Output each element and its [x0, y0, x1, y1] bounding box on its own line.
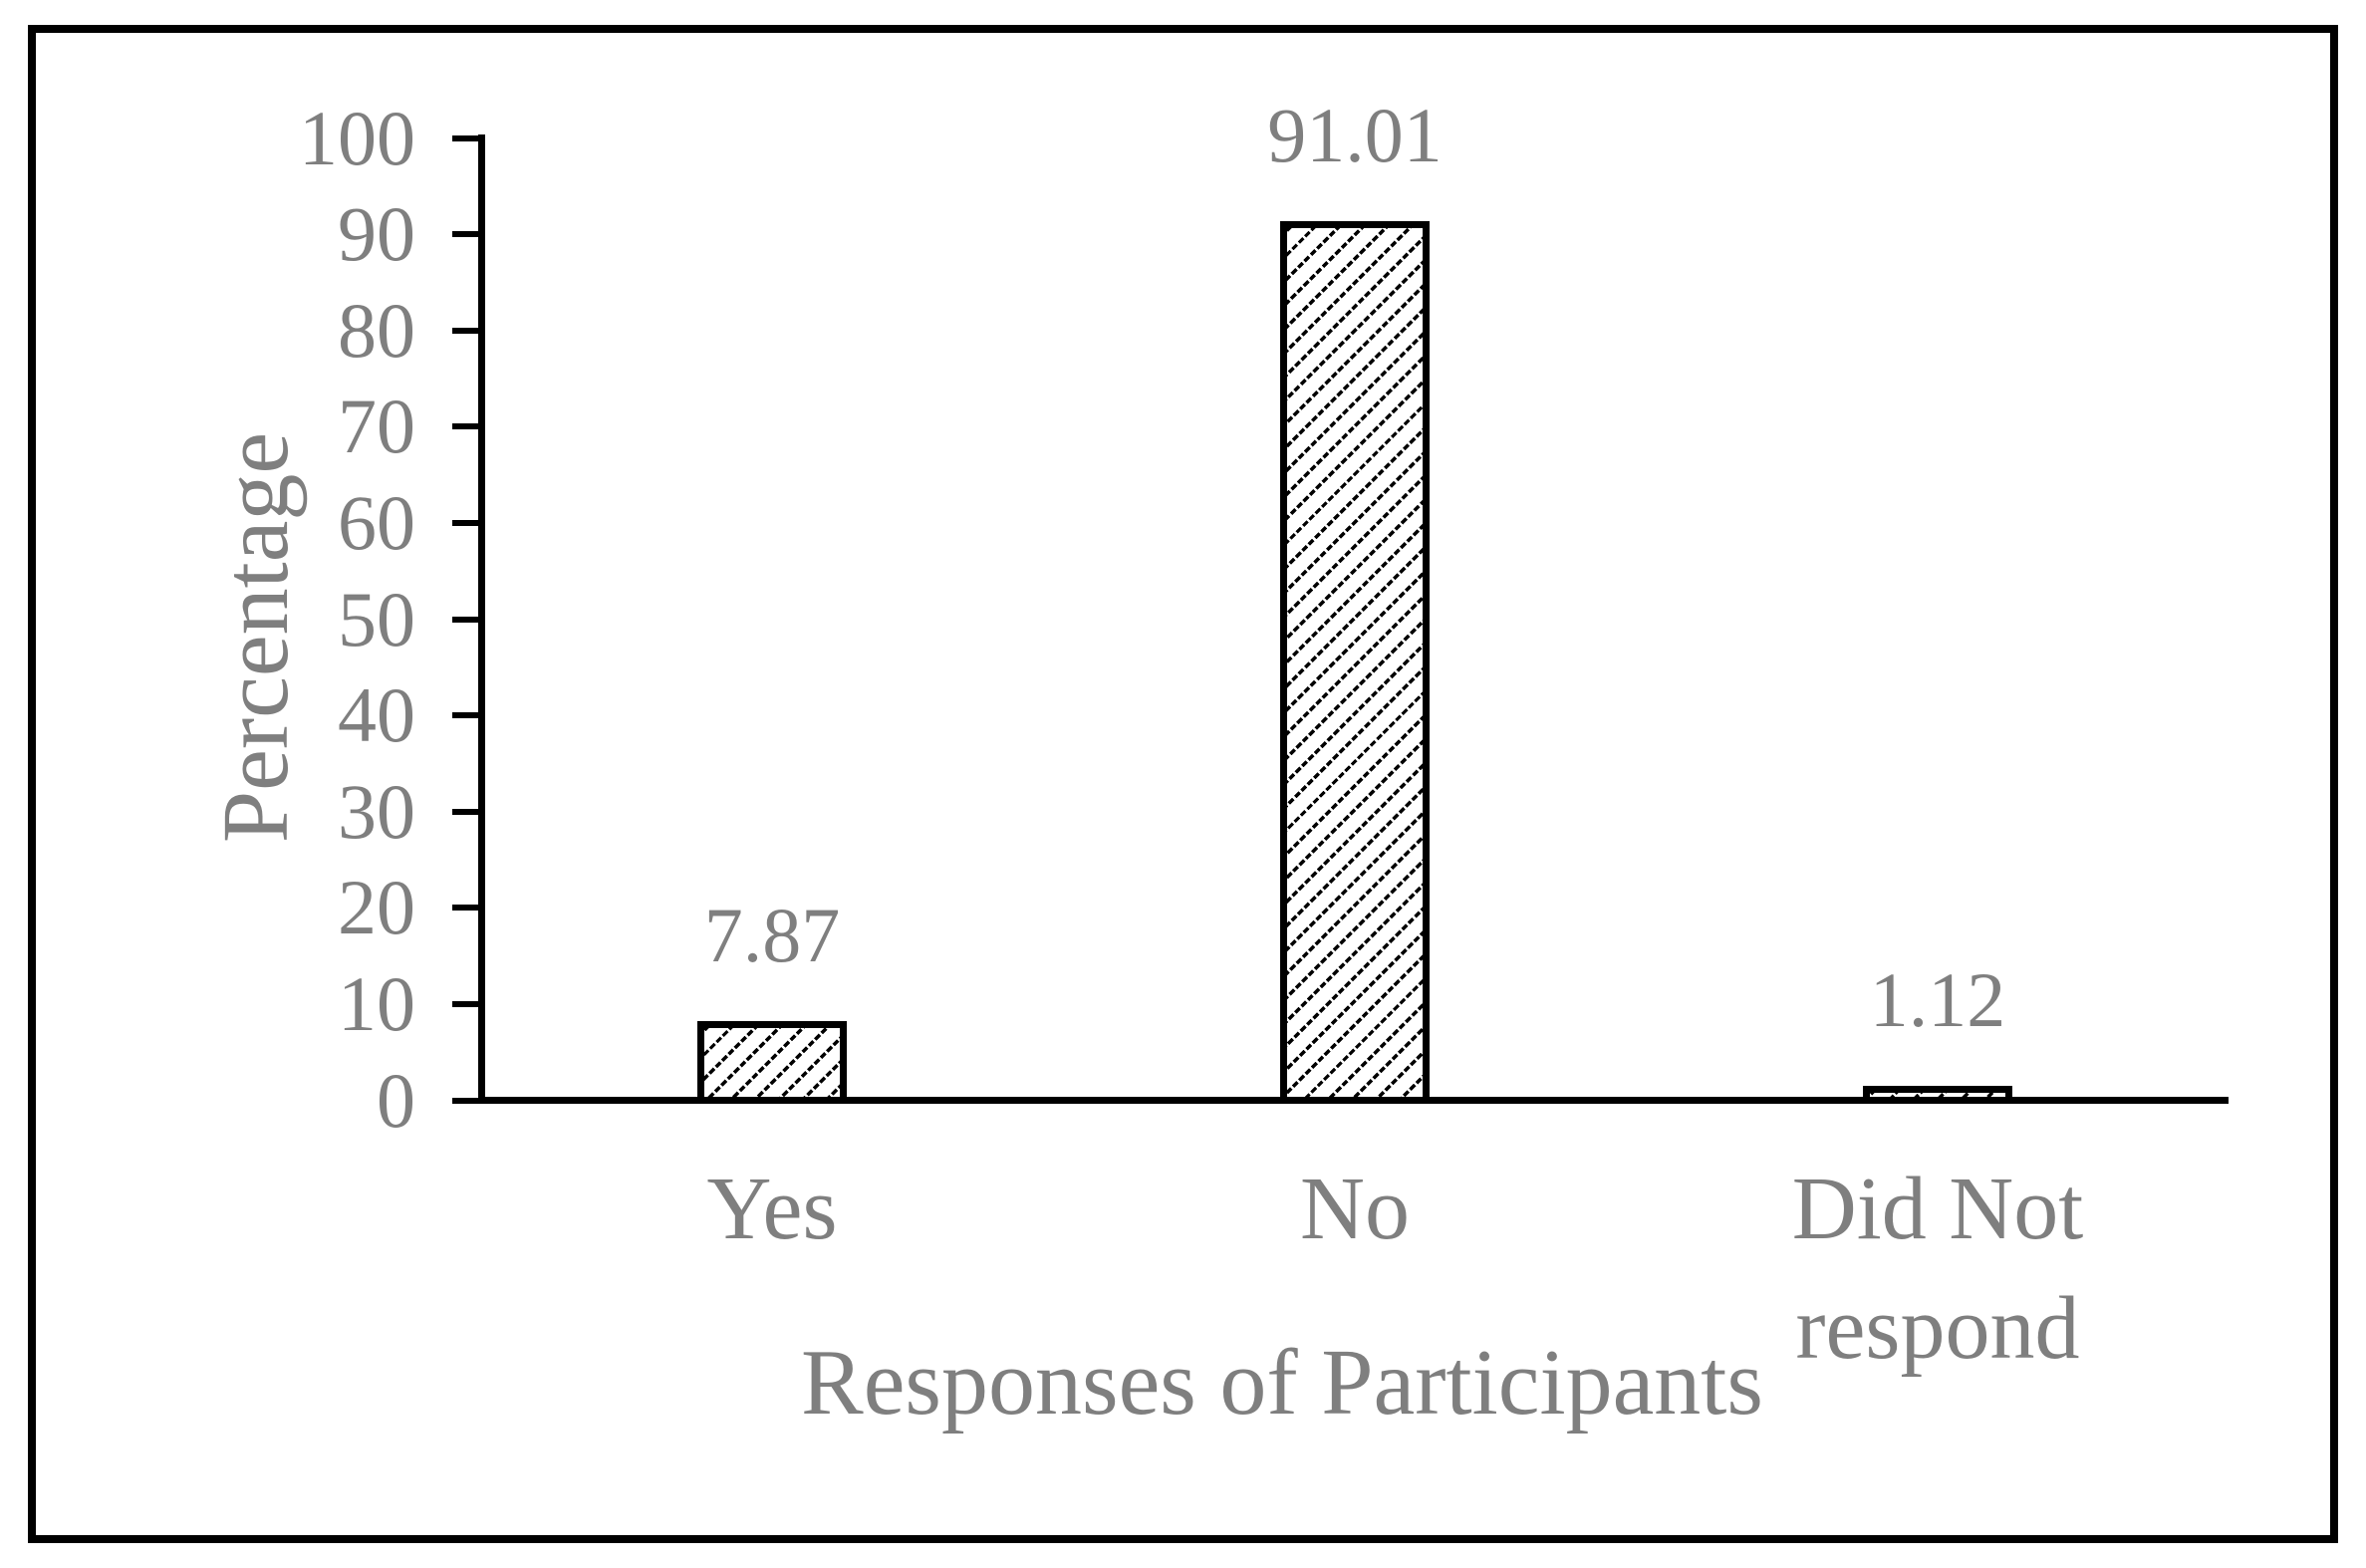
- y-axis-tick: [452, 616, 479, 623]
- bar-yes: [697, 1021, 847, 1097]
- y-tick-label: 80: [338, 286, 415, 374]
- y-axis-tick: [452, 327, 479, 334]
- figure-frame: [28, 25, 2338, 1543]
- y-axis-tick: [452, 134, 479, 141]
- x-axis-line: [478, 1097, 2229, 1104]
- y-axis-tick: [452, 1097, 479, 1104]
- y-axis-tick: [452, 231, 479, 238]
- y-axis-tick: [452, 1000, 479, 1007]
- category-label-yes: Yes: [706, 1160, 838, 1258]
- y-axis-tick: [452, 712, 479, 719]
- data-label-no: 91.01: [1267, 92, 1443, 178]
- bar-no: [1280, 221, 1430, 1097]
- y-axis-tick: [452, 519, 479, 526]
- y-axis-tick: [452, 905, 479, 912]
- y-tick-label: 60: [338, 478, 415, 566]
- data-label-did-not-respond: 1.12: [1869, 956, 2006, 1043]
- y-tick-label: 0: [377, 1056, 415, 1144]
- y-tick-label: 40: [338, 671, 415, 759]
- y-axis-tick: [452, 808, 479, 815]
- x-axis-title: Responses of Participants: [801, 1331, 1763, 1435]
- y-tick-label: 20: [338, 864, 415, 951]
- y-tick-label: 70: [338, 383, 415, 470]
- y-axis-tick: [452, 423, 479, 430]
- y-tick-label: 30: [338, 767, 415, 855]
- y-tick-label: 10: [338, 959, 415, 1047]
- y-axis-line: [478, 134, 485, 1104]
- y-tick-label: 50: [338, 575, 415, 662]
- category-label-no: No: [1300, 1160, 1410, 1258]
- data-label-yes: 7.87: [703, 892, 841, 978]
- bar-did-not-respond: [1863, 1086, 2012, 1097]
- y-tick-label: 100: [299, 94, 415, 181]
- y-tick-label: 90: [338, 190, 415, 278]
- category-label-did-not-respond: Did Not respond: [1791, 1160, 2084, 1378]
